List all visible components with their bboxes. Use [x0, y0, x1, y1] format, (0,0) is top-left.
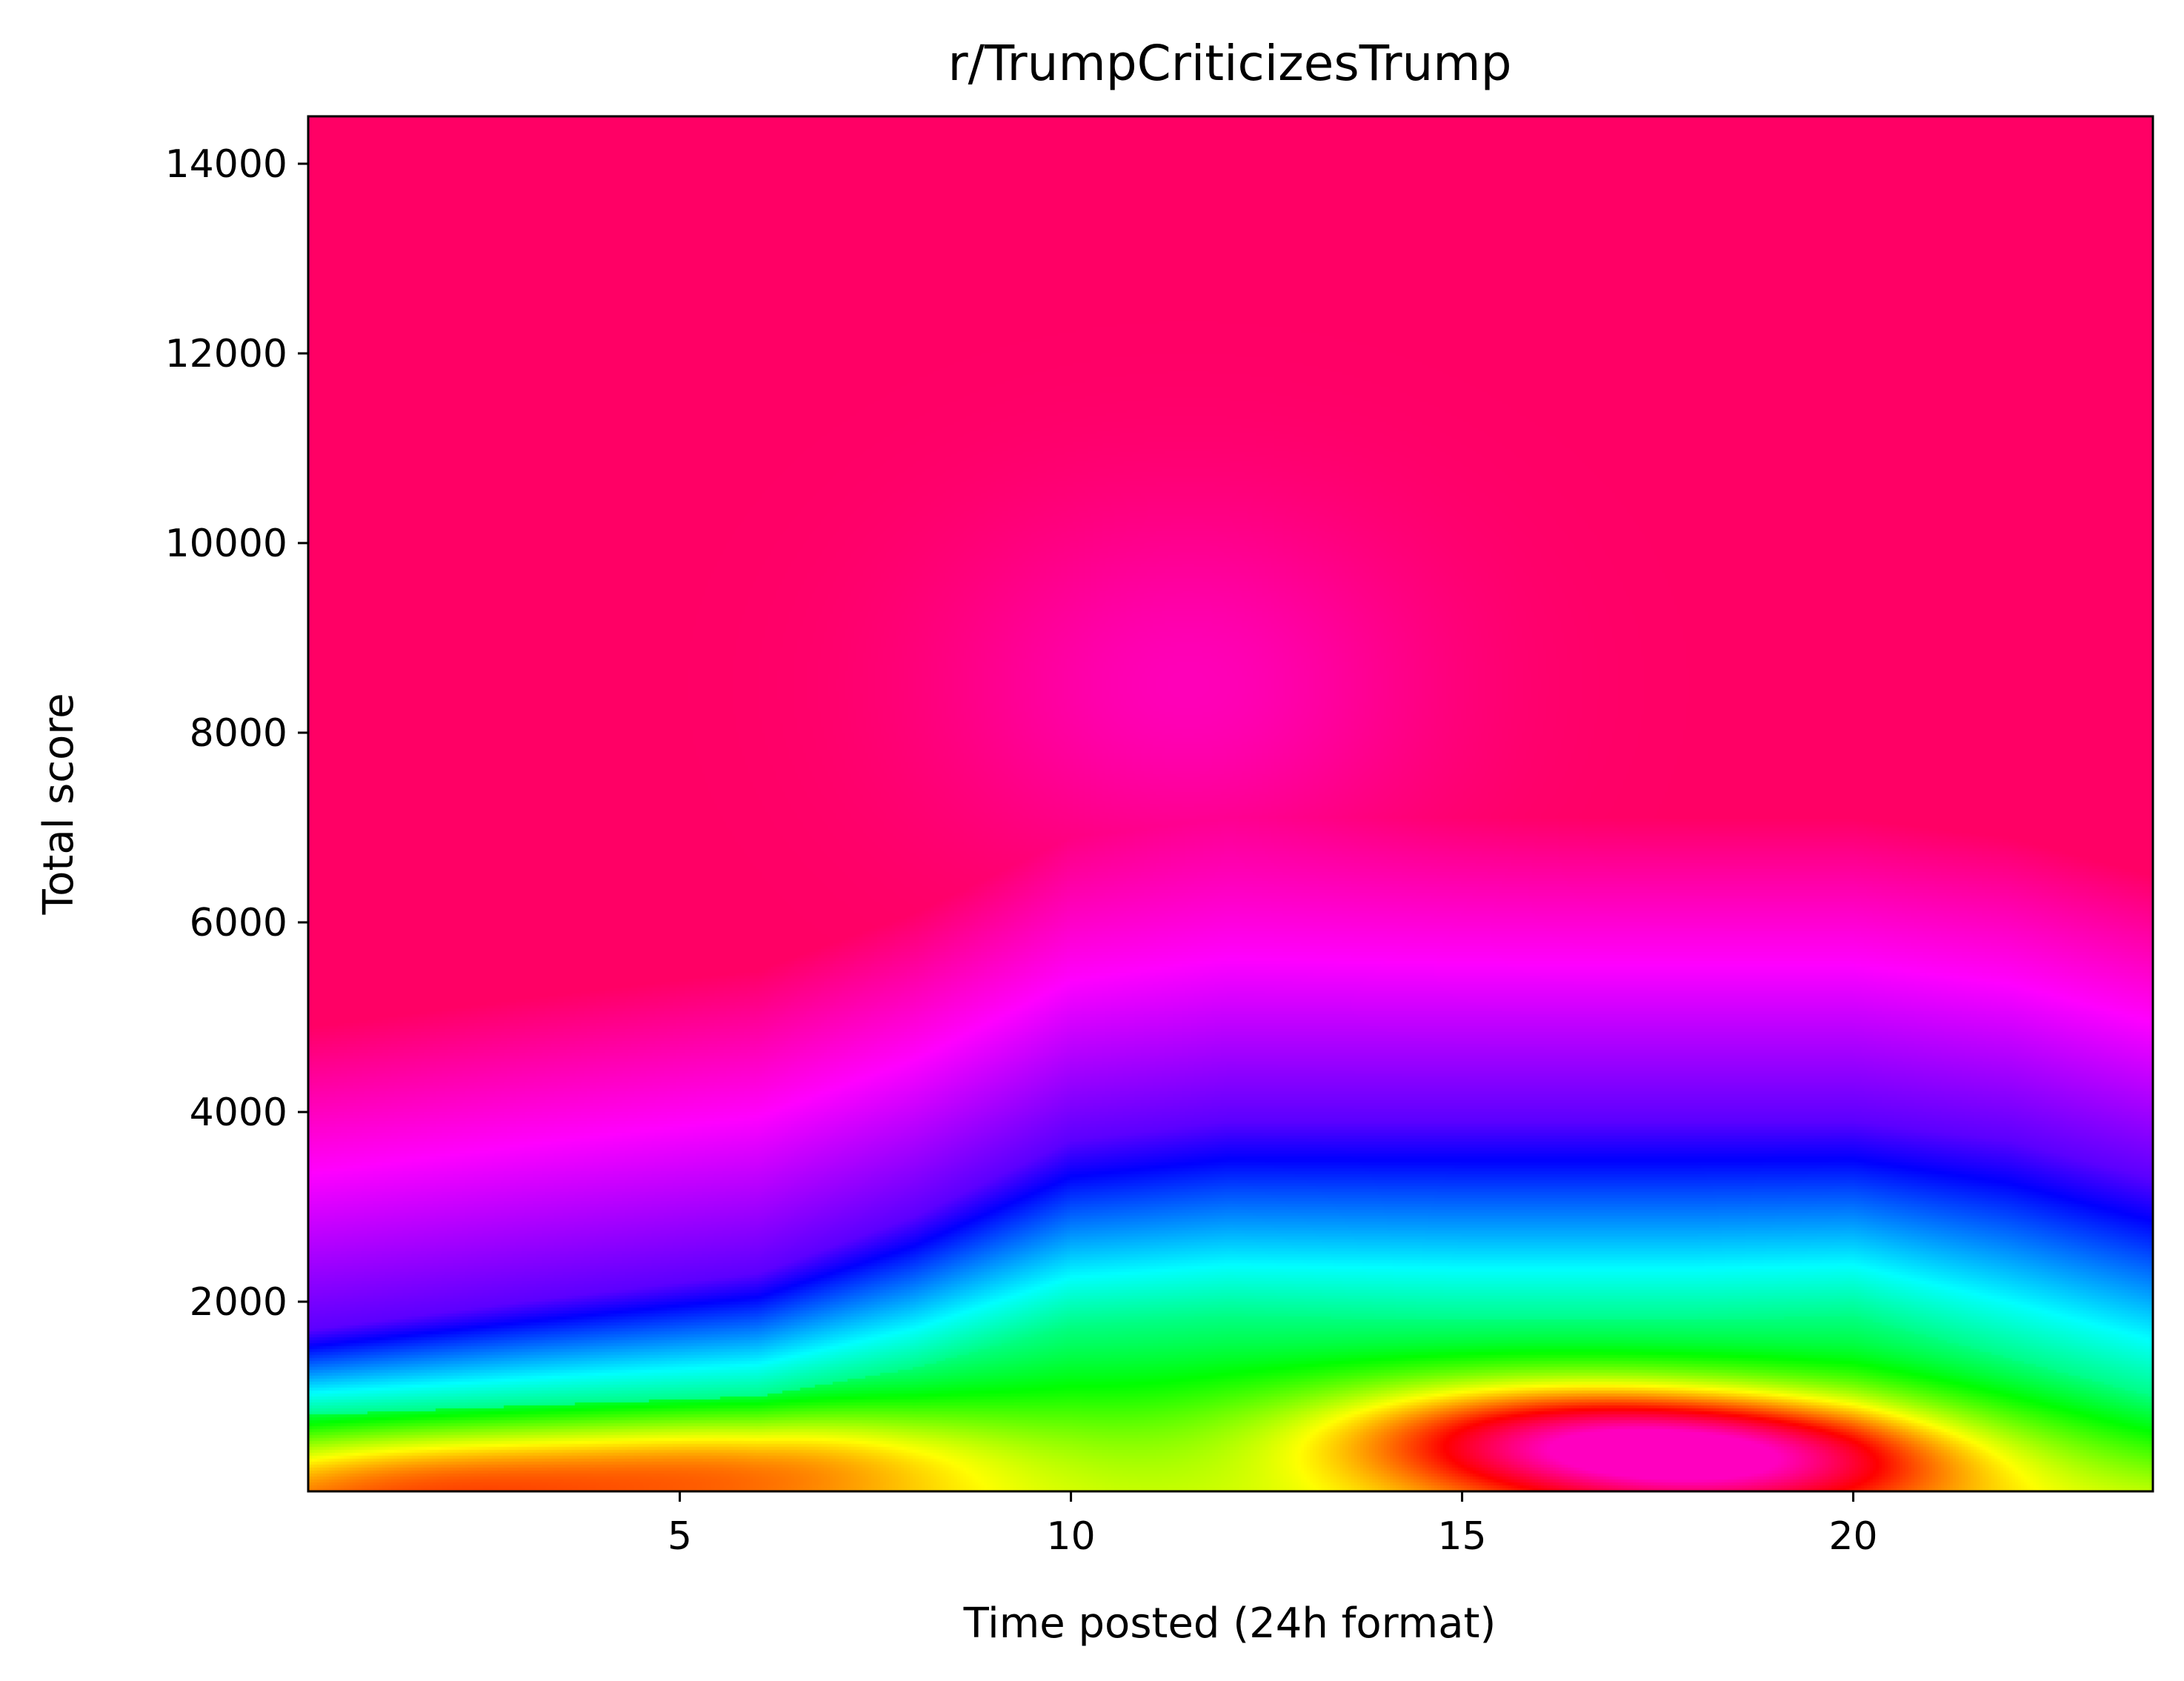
x-tick-label: 15 — [1437, 1514, 1486, 1559]
x-axis: 5 10 15 20 — [667, 1491, 1878, 1559]
y-axis: 2000 4000 6000 8000 10000 12000 14000 — [165, 142, 308, 1325]
y-tick-label: 2000 — [190, 1280, 287, 1325]
y-tick-label: 6000 — [190, 901, 287, 945]
y-tick-label: 10000 — [165, 522, 287, 566]
x-axis-label: Time posted (24h format) — [963, 1600, 1496, 1648]
x-tick-label: 20 — [1828, 1514, 1877, 1559]
x-tick-label: 10 — [1046, 1514, 1095, 1559]
y-tick-label: 8000 — [190, 711, 287, 756]
plot-frame — [307, 115, 2154, 1493]
heatmap-area — [308, 116, 2153, 1491]
y-tick-label: 12000 — [165, 332, 287, 376]
chart-title: r/TrumpCriticizesTrump — [948, 35, 1512, 92]
y-tick-label: 4000 — [190, 1091, 287, 1135]
y-tick-label: 14000 — [165, 142, 287, 187]
y-axis-label: Total score — [35, 693, 83, 915]
x-tick-label: 5 — [667, 1514, 692, 1559]
